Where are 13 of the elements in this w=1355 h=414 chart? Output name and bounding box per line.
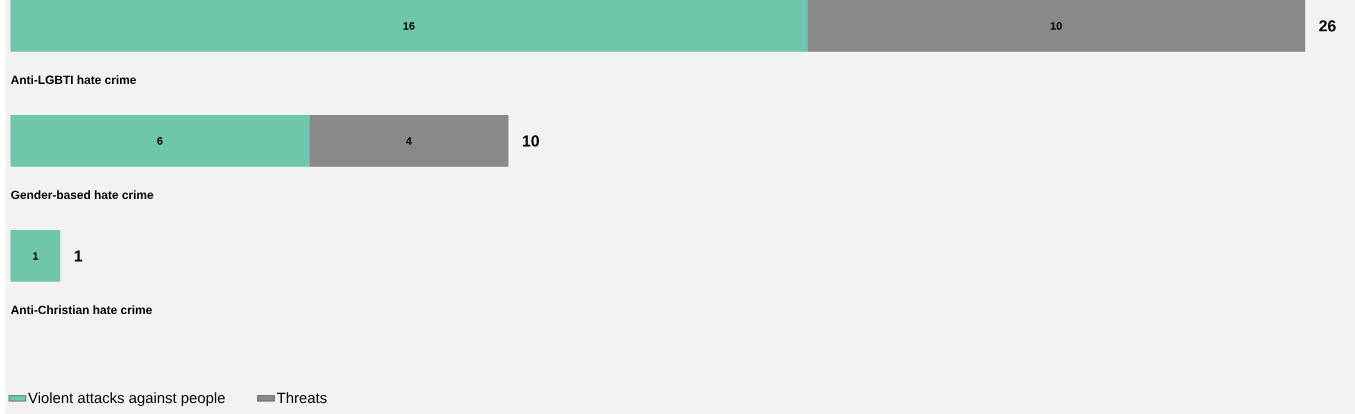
data-label: 4 [406, 137, 412, 145]
total-label: 26 [1319, 20, 1336, 32]
data-label: 1 [33, 252, 39, 260]
data-label: 16 [403, 21, 415, 30]
total-label: 1 [74, 250, 83, 262]
data-label: 6 [157, 136, 163, 145]
legend-label: Violent attacks against people [28, 392, 225, 406]
legend-label: Threats [277, 392, 327, 404]
y-tick-label: Gender-based hate crime [11, 190, 154, 199]
y-tick-label: Anti-Christian hate crime [11, 305, 152, 314]
y-tick-label: Anti-LGBTI hate crime [11, 75, 136, 84]
data-label: 10 [1050, 21, 1062, 30]
total-label: 10 [522, 135, 539, 147]
